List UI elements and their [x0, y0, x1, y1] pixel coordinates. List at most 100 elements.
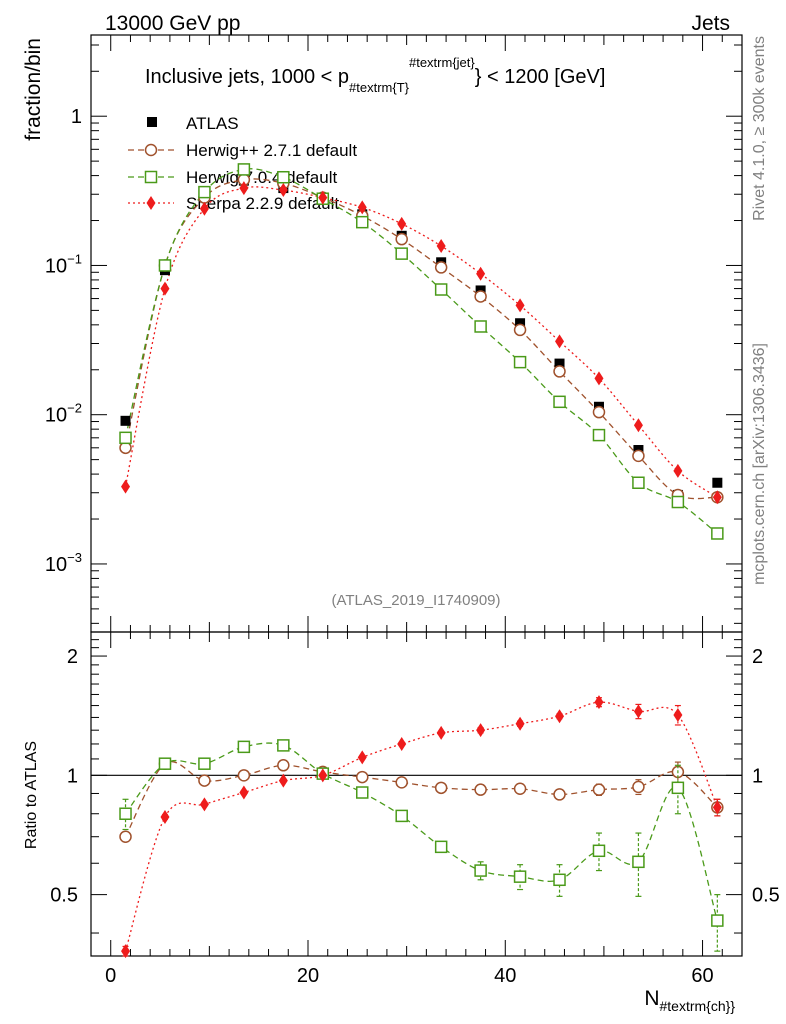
y-tick-label: 10−3 [45, 550, 82, 576]
ratio-series-1-point [198, 757, 211, 770]
series-2-point [357, 200, 367, 215]
series-1-point [237, 163, 251, 176]
series-0-point [395, 232, 408, 246]
series-2-point [712, 490, 722, 505]
ratio-series-1-point [434, 840, 448, 854]
ratio-series-2-point [160, 809, 170, 824]
ratio-series-0-point [592, 783, 606, 796]
legend-herwigpp-marker [144, 143, 158, 157]
ratio-series-0-point [513, 782, 527, 796]
ratio-plot-frame [90, 631, 743, 957]
series-0-point [434, 261, 448, 274]
series-2-point [397, 216, 407, 231]
series-1-point [198, 185, 211, 199]
data-point [515, 318, 526, 329]
y-tick-label: 10−1 [45, 251, 82, 277]
series-line-2 [124, 186, 718, 498]
ratio-series-2-point [594, 695, 604, 710]
mcplots-label: mcplots.cern.ch [arXiv:1306.3436] [751, 343, 768, 585]
ratio-series-2-point [121, 944, 131, 959]
ratio-series-2-point [357, 750, 367, 765]
series-line-1 [124, 168, 718, 535]
series-2-point [594, 371, 604, 386]
legend-herwigpp-label: Herwig++ 2.7.1 default [186, 141, 357, 160]
header-right: Jets [691, 12, 730, 35]
ratio-series-2-point [515, 716, 525, 731]
ratio-series-2-point [199, 797, 209, 812]
series-1-point [158, 259, 172, 272]
series-2-point [199, 201, 209, 216]
y-axis-label: fraction/bin [22, 38, 45, 141]
main-plot [119, 163, 724, 540]
ratio-tick-label-right: 1 [752, 765, 763, 787]
ratio-tick-label-right: 2 [752, 646, 763, 668]
ratio-line-2 [124, 701, 718, 952]
ratio-series-0-point [632, 780, 645, 794]
x-axis-label: N#textrm{ch}} [644, 987, 735, 1014]
title-sup: #textrm{jet} [409, 55, 475, 70]
series-2-point [318, 190, 328, 205]
series-line-0 [124, 178, 718, 500]
header-left: 13000 GeV pp [105, 12, 240, 35]
series-2-point [476, 266, 486, 281]
x-tick-label: 0 [105, 965, 116, 987]
title-pre: Inclusive jets, 1000 < p [145, 66, 349, 88]
data-point [712, 477, 723, 488]
x-tick-label: 20 [297, 965, 319, 987]
ratio-tick-label-left: 0.5 [50, 885, 78, 907]
ratio-tick-label-left: 2 [67, 646, 78, 668]
ratio-series-0-point [395, 776, 408, 789]
legend: ATLAS Herwig++ 2.7.1 default Herwig 7.0.… [128, 114, 357, 213]
series-0-point [553, 365, 566, 378]
series-1-point [395, 247, 408, 260]
series-2-point [633, 418, 643, 433]
series-1-point [513, 355, 527, 369]
ratio-series-1-point [158, 757, 172, 770]
ratio-series-0-point [474, 783, 487, 796]
ratio-series-0-point [119, 830, 132, 843]
series-1-point [277, 170, 290, 184]
series-1-point [671, 495, 685, 509]
legend-sherpa-marker [146, 196, 156, 210]
ratio-series-2-point [436, 725, 446, 740]
ratio-line-0 [124, 760, 718, 838]
ratio-series-0-point [237, 769, 251, 782]
ratio-series-1-point [395, 809, 408, 823]
ratio-series-2-point [633, 704, 643, 719]
series-1-point [592, 428, 606, 442]
ratio-series-1-point [277, 739, 290, 752]
series-2-point [515, 298, 525, 313]
x-tick-label: 60 [691, 965, 713, 987]
ratio-series-1-point [474, 864, 487, 877]
rivet-label: Rivet 4.1.0, ≥ 300k events [751, 36, 768, 221]
series-2-point [555, 334, 565, 349]
x-label-main: N [644, 987, 659, 1010]
ratio-series-0-point [553, 788, 566, 801]
x-label-sub: #textrm{ch}} [660, 998, 736, 1014]
ratio-y-axis-label: Ratio to ATLAS [23, 741, 40, 849]
ratio-series-0-point [434, 781, 448, 795]
ratio-series-2-point [673, 707, 683, 722]
series-1-point [711, 527, 724, 540]
legend-sherpa-label: Sherpa 2.2.9 default [186, 194, 339, 213]
ratio-plot [91, 695, 742, 959]
x-tick-label: 40 [494, 965, 516, 987]
ratio-series-1-point [356, 786, 369, 799]
series-1-point [356, 215, 369, 229]
ratio-series-1-point [632, 855, 645, 869]
series-1-point [119, 431, 132, 445]
ratio-line-1 [124, 742, 718, 921]
ratio-series-2-point [239, 785, 249, 800]
axes: 0 20 40 60 1 10−1 10−2 10−3 0.5 0.5 1 1 2 2 [45, 35, 780, 987]
ratio-series-2-point [397, 736, 407, 751]
ratio-series-1-point [711, 914, 724, 927]
series-2-point [160, 281, 170, 296]
y-tick-label: 1 [71, 106, 82, 128]
series-1-point [474, 320, 487, 333]
series-2-point [121, 479, 131, 494]
data-point [120, 415, 131, 426]
analysis-id: (ATLAS_2019_I1740909) [331, 592, 500, 609]
ratio-series-1-point [237, 740, 251, 754]
data-point [554, 358, 565, 369]
